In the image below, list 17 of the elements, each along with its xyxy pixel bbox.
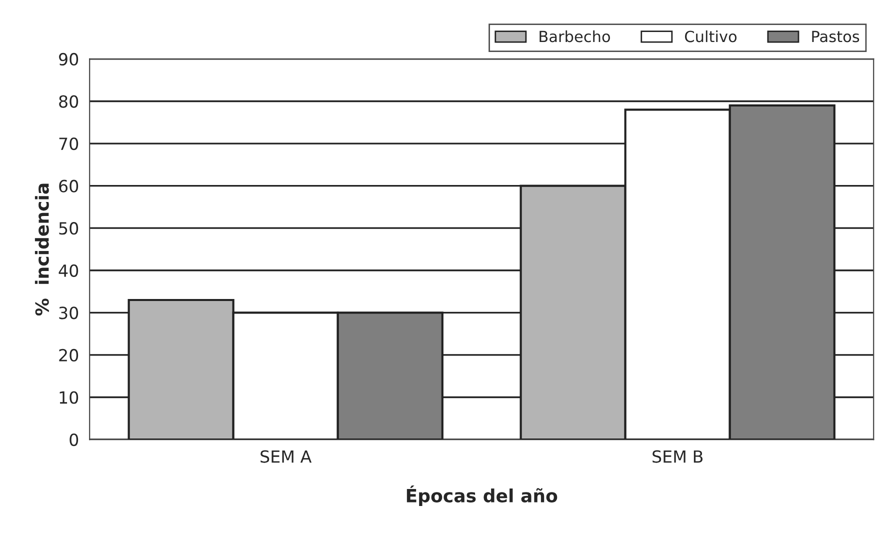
y-tick-label: 80 (59, 95, 78, 108)
x-tick-label: SEM B (652, 450, 703, 463)
y-tick-label: 60 (59, 180, 78, 192)
y-tick-label: 40 (58, 264, 78, 277)
legend-label: Pastos (812, 30, 860, 42)
y-axis-title: % incidencia (34, 184, 49, 316)
x-axis-title: Épocas del año (406, 486, 558, 506)
legend-label: Barbecho (540, 30, 610, 42)
y-tick-label: 10 (60, 391, 78, 404)
y-tick-label: 20 (59, 348, 78, 362)
y-tick-label: 90 (59, 52, 78, 66)
y-tick-label: 50 (59, 222, 78, 235)
y-tick-label: 70 (59, 137, 78, 150)
y-tick-label: 30 (59, 306, 78, 320)
legend-label: Cultivo (685, 30, 737, 42)
x-tick-label: SEM A (260, 450, 312, 463)
y-tick-label: 0 (70, 433, 78, 446)
